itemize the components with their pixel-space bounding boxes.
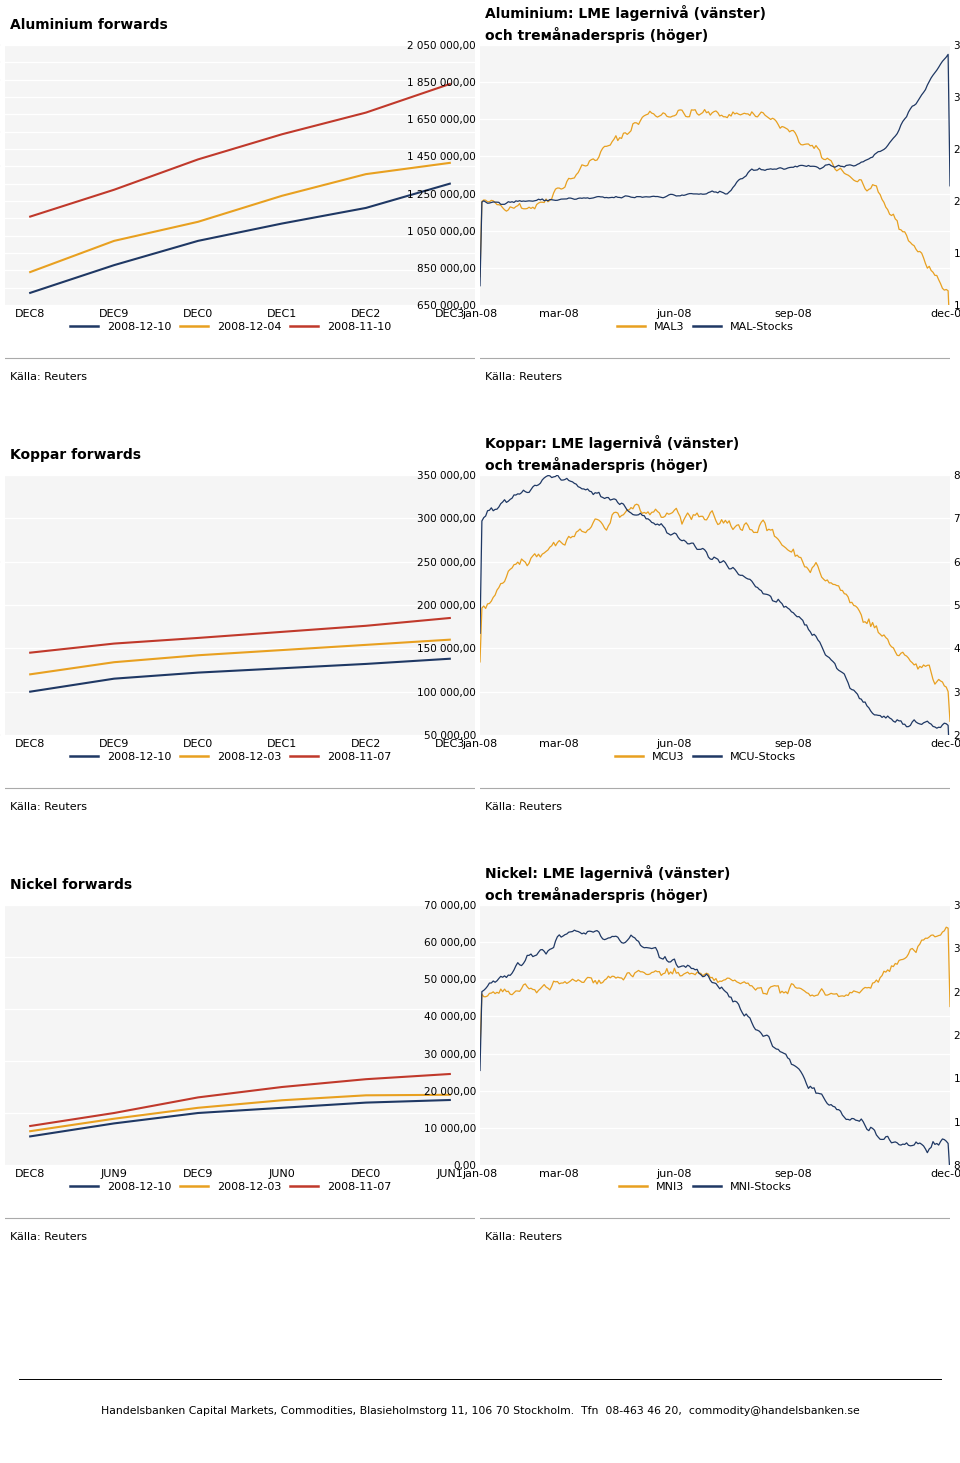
Text: Handelsbanken Capital Markets, Commodities, Blasieholmstorg 11, 106 70 Stockholm: Handelsbanken Capital Markets, Commoditi… xyxy=(101,1406,859,1416)
Text: Aluminium: LME lagernivå (vänster): Aluminium: LME lagernivå (vänster) xyxy=(485,4,766,20)
Legend: 2008-12-10, 2008-12-04, 2008-11-10: 2008-12-10, 2008-12-04, 2008-11-10 xyxy=(65,317,396,336)
Text: och trемånaderspris (höger): och trемånaderspris (höger) xyxy=(485,28,708,42)
Legend: MNI3, MNI-Stocks: MNI3, MNI-Stocks xyxy=(615,1178,796,1197)
Text: Nickel forwards: Nickel forwards xyxy=(10,878,132,892)
Legend: 2008-12-10, 2008-12-03, 2008-11-07: 2008-12-10, 2008-12-03, 2008-11-07 xyxy=(65,748,396,767)
Legend: MCU3, MCU-Stocks: MCU3, MCU-Stocks xyxy=(611,748,801,767)
Text: Källa: Reuters: Källa: Reuters xyxy=(485,803,562,812)
Text: Koppar: LME lagernivå (vänster): Koppar: LME lagernivå (vänster) xyxy=(485,435,739,451)
Text: Källa: Reuters: Källa: Reuters xyxy=(10,803,86,812)
Legend: 2008-12-10, 2008-12-03, 2008-11-07: 2008-12-10, 2008-12-03, 2008-11-07 xyxy=(65,1178,396,1197)
Text: Källa: Reuters: Källa: Reuters xyxy=(10,373,86,382)
Text: Källa: Reuters: Källa: Reuters xyxy=(10,1232,86,1242)
Text: och trемånaderspris (höger): och trемånaderspris (höger) xyxy=(485,456,708,473)
Text: Källa: Reuters: Källa: Reuters xyxy=(485,1232,562,1242)
Text: Aluminium forwards: Aluminium forwards xyxy=(10,18,167,32)
Legend: MAL3, MAL-Stocks: MAL3, MAL-Stocks xyxy=(612,317,799,336)
Text: Koppar forwards: Koppar forwards xyxy=(10,448,141,462)
Text: Källa: Reuters: Källa: Reuters xyxy=(485,373,562,382)
Text: och trемånaderspris (höger): och trемånaderspris (höger) xyxy=(485,887,708,903)
Text: Nickel: LME lagernivå (vänster): Nickel: LME lagernivå (vänster) xyxy=(485,865,730,881)
